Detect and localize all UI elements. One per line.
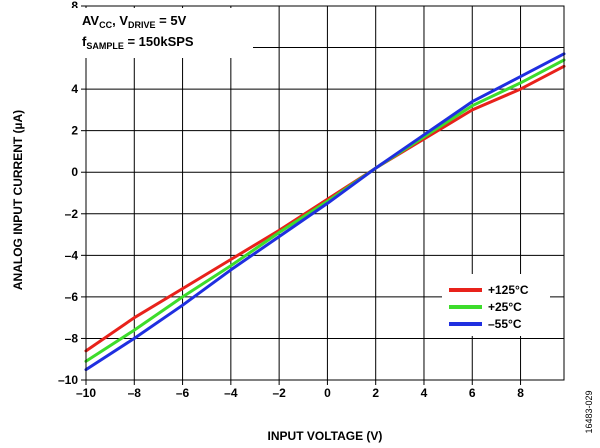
y-tick-label: –4 bbox=[65, 248, 79, 262]
y-tick-label: 2 bbox=[71, 124, 78, 138]
x-tick-label: 2 bbox=[372, 386, 379, 400]
annotation-box bbox=[63, 8, 253, 58]
y-tick-label: 8 bbox=[71, 0, 78, 13]
y-tick-label: –8 bbox=[65, 331, 79, 345]
plot-frame bbox=[85, 5, 565, 381]
series-line-2 bbox=[84, 52, 566, 372]
x-tick-label: –6 bbox=[176, 386, 190, 400]
x-tick-label: –10 bbox=[76, 386, 96, 400]
series-line-1 bbox=[84, 58, 566, 363]
x-tick-label: –2 bbox=[272, 386, 286, 400]
x-tick-label: –4 bbox=[224, 386, 238, 400]
y-tick-label: –10 bbox=[58, 373, 78, 387]
y-tick-label: –6 bbox=[65, 290, 79, 304]
x-tick-label: –8 bbox=[128, 386, 142, 400]
x-axis-label: INPUT VOLTAGE (V) bbox=[268, 429, 383, 443]
annotation-line-1: AVCC, VDRIVE = 5V bbox=[82, 13, 187, 30]
figure-id: 16483-029 bbox=[584, 390, 594, 433]
x-tick-label: 6 bbox=[469, 386, 476, 400]
legend-label-m55c: –55°C bbox=[488, 317, 522, 331]
series-line-0 bbox=[84, 64, 566, 353]
y-tick-label: 4 bbox=[71, 82, 78, 96]
legend-label-125c: +125°C bbox=[488, 283, 529, 297]
y-tick-label: –2 bbox=[65, 207, 79, 221]
legend-label-25c: +25°C bbox=[488, 300, 522, 314]
annotation-line-2: fSAMPLE = 150kSPS bbox=[82, 34, 194, 51]
x-tick-labels: –10 –8 –6 –4 –2 0 2 4 6 8 bbox=[76, 386, 524, 400]
x-tick-label: 4 bbox=[421, 386, 428, 400]
series-lines bbox=[84, 52, 566, 372]
x-tick-label: 0 bbox=[324, 386, 331, 400]
y-tick-label: 0 bbox=[71, 165, 78, 179]
x-tick-label: 8 bbox=[517, 386, 524, 400]
y-axis-label: ANALOG INPUT CURRENT (µA) bbox=[11, 110, 25, 290]
